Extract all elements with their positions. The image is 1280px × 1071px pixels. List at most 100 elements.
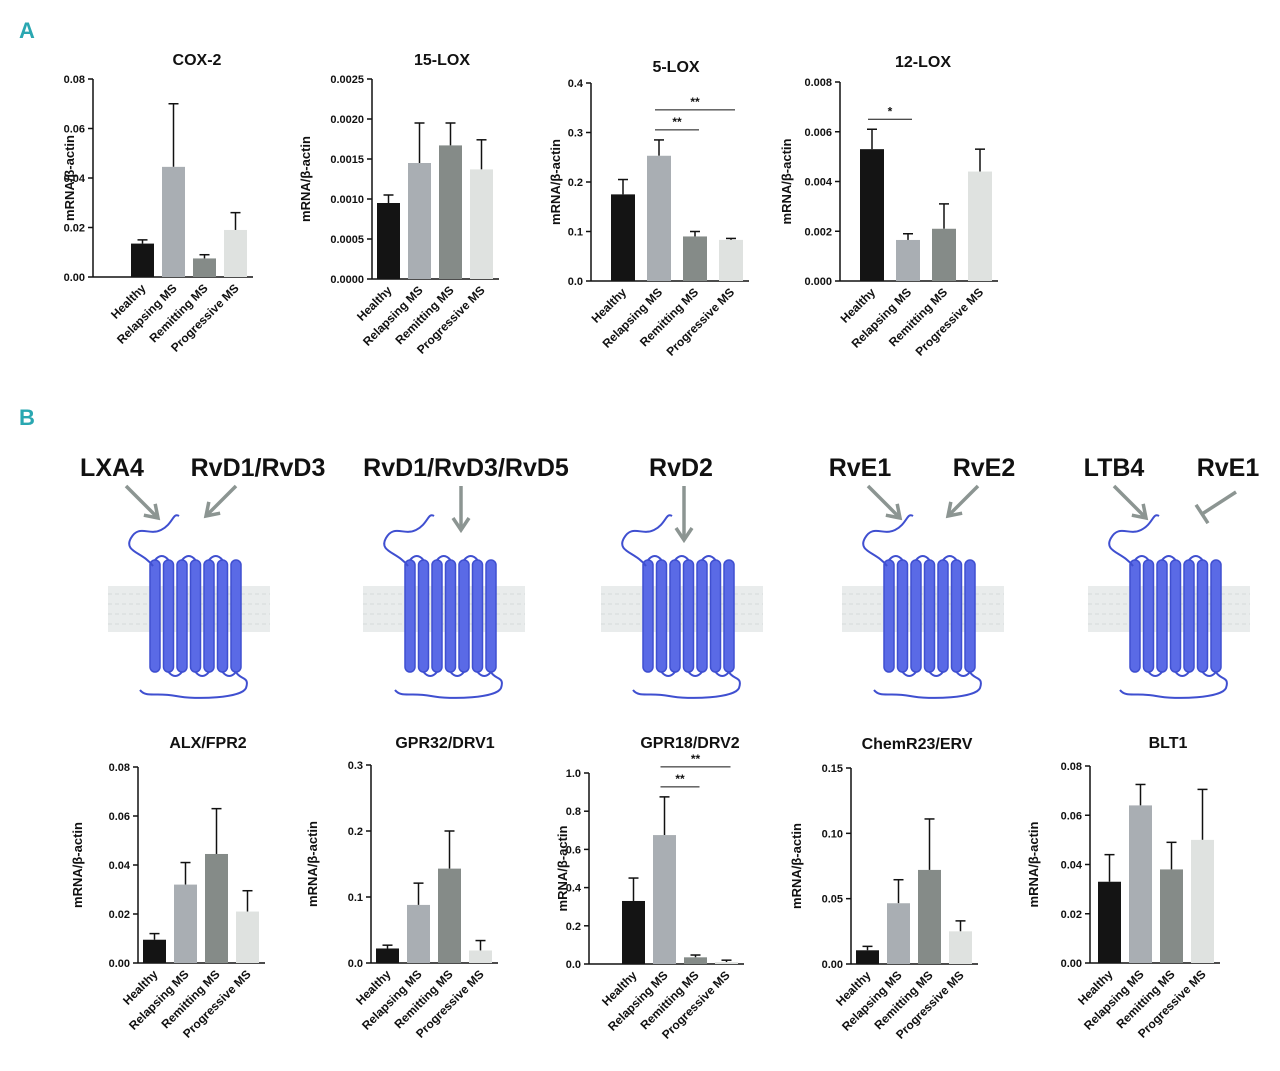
c-terminus — [632, 671, 741, 699]
bar-remitting-ms — [932, 228, 956, 281]
y-tick-label: 0.2 — [566, 921, 581, 933]
c-terminus — [394, 671, 503, 699]
y-tick-label: 0.0025 — [330, 74, 364, 86]
transmembrane-helix — [883, 559, 895, 673]
panel-label-b: B — [19, 405, 35, 430]
transmembrane-helix — [203, 559, 215, 673]
transmembrane-helix — [642, 559, 654, 673]
receptor-loop — [449, 671, 465, 677]
receptor-group-2: RvD1/RvD3/RvD5 — [363, 454, 569, 699]
bar-relapsing-ms — [647, 155, 671, 281]
transmembrane-helix — [1142, 559, 1155, 673]
receptor-loop — [208, 555, 224, 561]
chart-title: ChemR23/ERV — [862, 736, 973, 753]
y-tick-label: 0.0015 — [330, 154, 364, 166]
n-terminus — [1108, 514, 1160, 567]
chart-4: 12-LOX mRNA/β-actin 0.000 0.002 0.004 0.006 0.… — [779, 54, 998, 359]
transmembrane-helix — [404, 559, 416, 673]
receptor-loop — [167, 671, 183, 677]
chart-3: 5-LOXmRNA/β-actin0.00.10.20.30.4HealthyR… — [548, 59, 749, 359]
transmembrane-helix — [669, 559, 681, 673]
bar-healthy — [622, 900, 645, 964]
receptor-loop — [1147, 671, 1163, 677]
receptor-loop — [221, 671, 237, 677]
ligand-label-rve1: RvE1 — [1197, 454, 1260, 482]
chart-1: COX-2mRNA/β-actin0.000.020.040.060.08Hea… — [62, 52, 253, 355]
y-tick-label: 0.000 — [804, 276, 832, 288]
activation-arrow-shaft — [124, 484, 160, 520]
y-tick-label: 0.06 — [64, 124, 85, 136]
activation-arrow-head — [1131, 503, 1149, 521]
bar-relapsing-ms — [896, 239, 920, 281]
bar-progressive-ms — [968, 171, 992, 281]
transmembrane-helix — [1129, 559, 1141, 673]
ligand-label-ltb4: LTB4 — [1084, 454, 1145, 482]
bar-healthy — [376, 948, 399, 963]
significance-label: * — [888, 104, 893, 118]
bar-relapsing-ms — [408, 163, 431, 279]
chart-title: 12-LOX — [895, 54, 951, 71]
receptor-loop — [1161, 555, 1177, 561]
transmembrane-helix — [1169, 559, 1182, 673]
transmembrane-helix — [1210, 559, 1222, 673]
ligand-label-rvd1-rvd3: RvD1/RvD3 — [191, 454, 326, 482]
activation-arrow-shaft — [1112, 484, 1148, 520]
transmembrane-helix — [431, 559, 443, 673]
y-tick-label: 0.04 — [64, 173, 86, 185]
y-tick-label: 0.0010 — [330, 194, 364, 206]
receptor-loop — [1201, 671, 1217, 677]
transmembrane-helix — [910, 559, 922, 673]
ligand-label-rvd1-rvd3-rvd5: RvD1/RvD3/RvD5 — [363, 454, 569, 482]
n-terminus — [862, 514, 914, 567]
receptor-loop — [181, 555, 197, 561]
receptor-loop — [687, 671, 703, 677]
y-tick-label: 0.006 — [804, 127, 832, 139]
chart-title: GPR18/DRV2 — [640, 735, 739, 752]
membrane — [1088, 586, 1250, 632]
y-tick-label: 0.00 — [822, 959, 843, 971]
chart-title: GPR32/DRV1 — [395, 735, 494, 752]
bar-healthy — [131, 243, 154, 277]
ligand-label-lxa4: LXA4 — [80, 454, 144, 482]
y-tick-label: 0.04 — [1061, 860, 1083, 872]
chart-title: 5-LOX — [652, 59, 699, 76]
bar-remitting-ms — [684, 957, 707, 964]
bar-healthy — [611, 194, 635, 281]
y-tick-label: 0.004 — [804, 177, 832, 189]
receptor-loop — [955, 671, 971, 677]
bar-remitting-ms — [193, 258, 216, 277]
receptor-group-1: LXA4 RvD1/RvD3 — [80, 454, 326, 699]
chart-7: GPR18/DRV2 mRNA/β-actin 0.0 0.2 0.4 0.6 0.8 1.0… — [555, 735, 744, 1042]
receptor-loop — [888, 555, 904, 561]
y-tick-label: 0.8 — [566, 806, 581, 818]
y-axis-label: mRNA/β-actin — [779, 138, 794, 224]
y-axis-label: mRNA/β-actin — [548, 139, 563, 225]
transmembrane-helix — [896, 559, 909, 673]
chart-6: GPR32/DRV1mRNA/β-actin0.00.10.20.3Health… — [305, 735, 498, 1041]
activation-arrow-shaft — [204, 484, 238, 518]
bar-relapsing-ms — [887, 903, 910, 964]
bar-progressive-ms — [469, 950, 492, 963]
transmembrane-helix — [937, 559, 949, 673]
chart-8: ChemR23/ERVmRNA/β-actin0.000.050.100.15H… — [789, 736, 978, 1042]
transmembrane-helix — [1183, 559, 1195, 673]
bar-progressive-ms — [1191, 839, 1214, 963]
y-tick-label: 0.002 — [804, 226, 832, 238]
receptor-loop — [1134, 555, 1150, 561]
y-tick-label: 0.0020 — [330, 114, 364, 126]
c-terminus — [873, 671, 982, 699]
y-tick-label: 0.05 — [822, 894, 843, 906]
transmembrane-helix — [176, 559, 188, 673]
n-terminus — [621, 514, 673, 567]
bar-remitting-ms — [1160, 869, 1183, 963]
membrane — [363, 586, 525, 632]
activation-arrow-head — [885, 503, 903, 521]
y-tick-label: 0.3 — [568, 128, 583, 140]
transmembrane-helix — [1196, 559, 1209, 673]
transmembrane-helix — [216, 559, 229, 673]
bar-remitting-ms — [205, 853, 228, 963]
transmembrane-helix — [471, 559, 484, 673]
receptor-loop — [701, 555, 717, 561]
inhibition-line — [1201, 490, 1237, 516]
y-tick-label: 0.4 — [566, 883, 582, 895]
